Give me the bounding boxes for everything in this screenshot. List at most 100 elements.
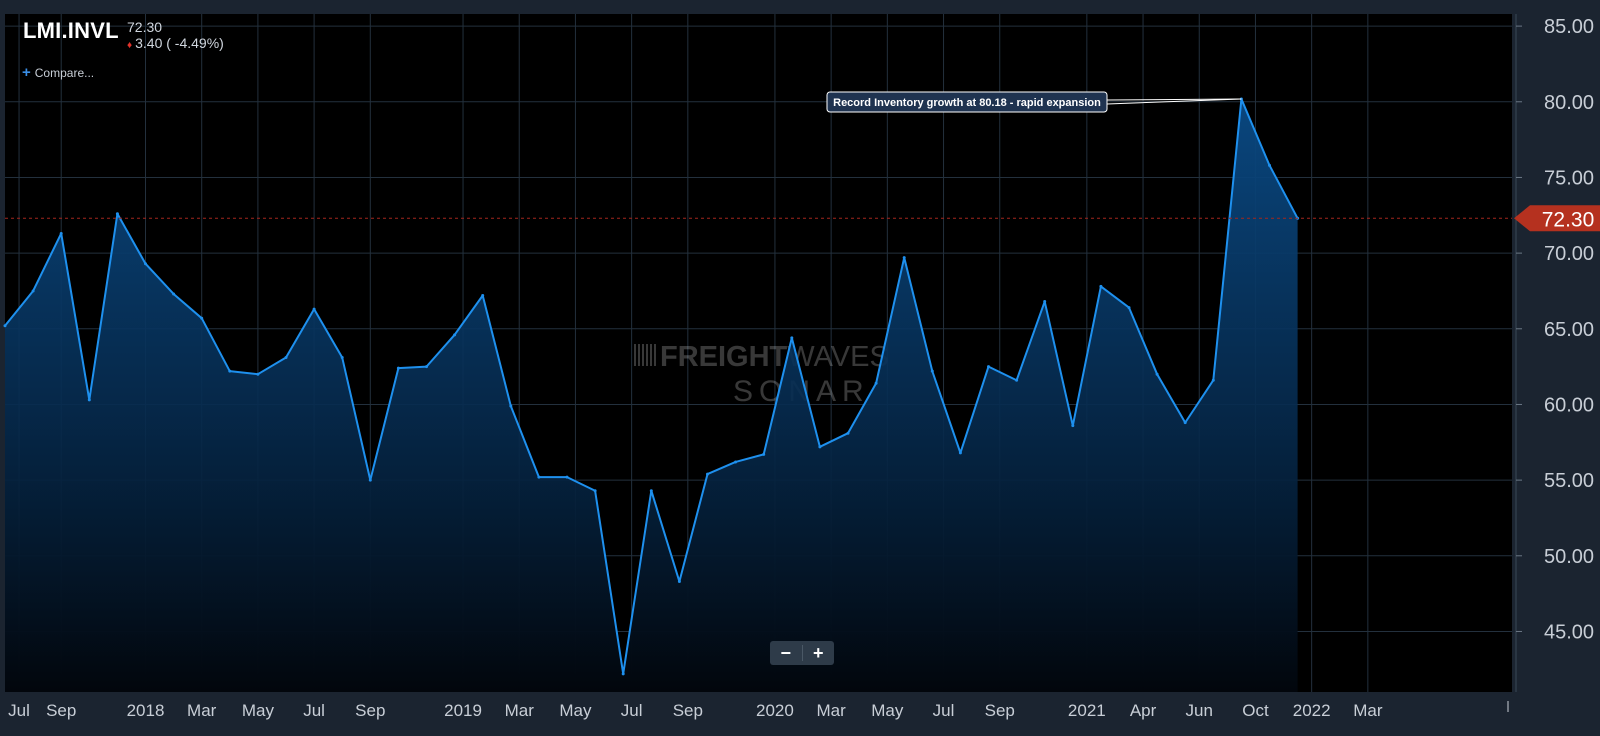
data-point xyxy=(509,404,513,408)
x-tick-label: Mar xyxy=(1353,701,1383,720)
x-tick-label: Sep xyxy=(673,701,703,720)
data-point xyxy=(987,365,990,369)
data-point xyxy=(649,489,653,493)
data-point xyxy=(1099,284,1103,288)
data-point xyxy=(481,293,485,297)
data-point xyxy=(144,262,147,266)
y-axis-band xyxy=(1512,0,1600,736)
data-point xyxy=(958,451,962,455)
zoom-out-button[interactable]: − xyxy=(780,642,791,663)
x-tick-label: May xyxy=(242,701,275,720)
data-point xyxy=(284,356,288,360)
data-point xyxy=(396,366,400,370)
y-tick-label: 60.00 xyxy=(1544,394,1594,416)
data-point xyxy=(593,489,597,493)
data-point xyxy=(1127,306,1131,310)
x-tick-label: Sep xyxy=(985,701,1015,720)
data-point xyxy=(1183,421,1187,425)
down-arrow-icon: ♦ xyxy=(127,40,133,51)
watermark-bar xyxy=(654,344,656,366)
data-point xyxy=(902,256,906,260)
symbol-name: LMI.INVL xyxy=(23,18,119,43)
data-point xyxy=(1015,378,1019,382)
x-tick-label: Mar xyxy=(505,701,535,720)
data-point xyxy=(537,475,541,479)
symbol-header: LMI.INVL xyxy=(23,18,119,44)
plus-icon: + xyxy=(22,64,31,81)
zoom-divider xyxy=(801,645,803,661)
data-point xyxy=(734,460,738,464)
y-tick-label: 45.00 xyxy=(1544,621,1594,643)
x-tick-label: Mar xyxy=(187,701,217,720)
data-point xyxy=(228,369,232,373)
zoom-in-button[interactable]: + xyxy=(812,642,824,663)
y-tick-label: 55.00 xyxy=(1544,470,1594,492)
data-point xyxy=(172,292,176,296)
x-tick-label: Jul xyxy=(933,701,955,720)
data-point xyxy=(1268,163,1271,167)
x-tick-label: 2018 xyxy=(127,701,165,720)
x-tick-label: Apr xyxy=(1130,701,1157,720)
x-tick-label: 2021 xyxy=(1068,701,1106,720)
data-point xyxy=(200,316,204,320)
data-point xyxy=(621,672,625,676)
current-price-label: 72.30 xyxy=(1542,208,1595,231)
x-tick-label: Sep xyxy=(46,701,76,720)
x-axis-band xyxy=(0,692,1600,736)
annotation-box[interactable] xyxy=(826,91,1108,113)
top-band xyxy=(0,0,1600,14)
data-point xyxy=(1211,378,1215,382)
x-tick-label: 2020 xyxy=(756,701,794,720)
annotation-leader-2 xyxy=(1106,98,1242,105)
y-tick-label: 50.00 xyxy=(1544,546,1594,568)
price-change-value: 3.40 ( -4.49%) xyxy=(135,35,224,51)
x-tick-label: Jul xyxy=(621,701,643,720)
watermark-bar xyxy=(646,344,648,366)
y-tick-label: 80.00 xyxy=(1544,92,1594,114)
x-tick-label: May xyxy=(559,701,592,720)
x-tick-label: Jun xyxy=(1186,701,1213,720)
data-point xyxy=(1071,424,1075,428)
x-tick-label: 2022 xyxy=(1293,701,1331,720)
data-point xyxy=(368,478,372,482)
data-point xyxy=(312,307,316,311)
series-area xyxy=(5,99,1298,693)
annotation-text: Record Inventory growth at 80.18 - rapid… xyxy=(833,97,1101,109)
data-point xyxy=(874,381,878,385)
data-point xyxy=(846,431,850,435)
x-tick-label: Sep xyxy=(355,701,385,720)
x-tick-label: 2019 xyxy=(444,701,482,720)
data-point xyxy=(818,445,822,449)
watermark-bar xyxy=(634,344,636,366)
data-point xyxy=(256,372,260,376)
y-tick-label: 75.00 xyxy=(1544,167,1594,189)
data-point xyxy=(706,472,709,476)
watermark-line1: FREIGHTWAVES xyxy=(660,341,889,373)
x-tick-label: Oct xyxy=(1242,701,1269,720)
data-point xyxy=(340,356,344,360)
data-point xyxy=(790,336,794,340)
watermark-bar xyxy=(642,344,644,366)
current-price-tag xyxy=(1514,205,1600,232)
y-tick-label: 65.00 xyxy=(1544,319,1594,341)
data-point xyxy=(3,324,7,328)
x-tick-label: Jul xyxy=(303,701,325,720)
price-block: 72.30 ♦ 3.40 ( -4.49%) xyxy=(127,19,224,54)
zoom-control: − + xyxy=(770,641,834,665)
compare-button[interactable]: + Compare... xyxy=(22,64,94,81)
x-tick-label: Mar xyxy=(816,701,846,720)
y-tick-label: 70.00 xyxy=(1544,243,1594,265)
watermark-bar xyxy=(638,344,640,366)
last-price: 72.30 xyxy=(127,19,163,35)
data-point xyxy=(453,333,457,337)
price-change: ♦ 3.40 ( -4.49%) xyxy=(127,35,224,54)
data-point xyxy=(31,289,35,293)
data-point xyxy=(677,580,681,584)
x-tick-label: Jul xyxy=(8,701,30,720)
y-tick-label: 85.00 xyxy=(1544,16,1594,38)
data-point xyxy=(115,212,119,216)
data-point xyxy=(425,365,428,369)
data-point xyxy=(1043,300,1047,304)
